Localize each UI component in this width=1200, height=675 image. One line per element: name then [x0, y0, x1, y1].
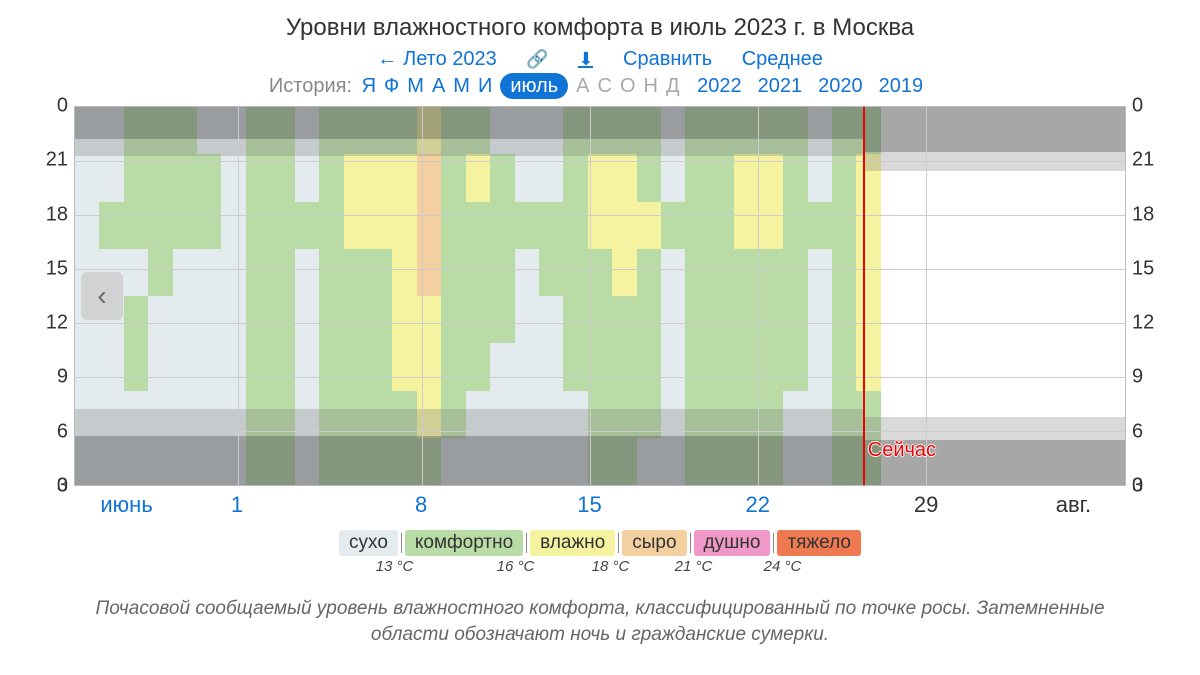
legend-swatch-2: влажно [530, 530, 615, 556]
y-tick: 9 [20, 366, 68, 389]
x-tick[interactable]: июнь [100, 492, 152, 518]
legend-temp: 21 °C [675, 558, 713, 575]
compare-link[interactable]: Сравнить [623, 48, 712, 70]
legend-temperatures: 13 °C 16 °C 18 °C 21 °C 24 °C [20, 558, 1180, 578]
chart-plot-area: Сейчас ‹ [74, 106, 1126, 486]
history-label: История: [269, 75, 352, 97]
legend-swatch-4: душно [694, 530, 771, 556]
history-year-2020[interactable]: 2020 [818, 75, 863, 97]
chart-caption: Почасовой сообщаемый уровень влажностног… [80, 596, 1120, 647]
legend-swatch-5: тяжело [777, 530, 861, 556]
y-axis-left: 0211815129630 [20, 106, 68, 486]
chart-prev-chevron-icon[interactable]: ‹ [81, 272, 123, 320]
permalink-icon[interactable] [526, 48, 548, 70]
history-month-7[interactable]: А [576, 75, 589, 97]
x-tick[interactable]: 1 [231, 492, 243, 518]
legend-temp: 18 °C [592, 558, 630, 575]
x-tick: 29 [914, 492, 938, 518]
y-tick: 0 [1132, 475, 1180, 498]
legend: сухо комфортно влажно сыро душнотяжело [20, 530, 1180, 556]
y-tick: 21 [1132, 149, 1180, 172]
y-tick: 6 [20, 420, 68, 443]
history-month-2[interactable]: М [407, 75, 424, 97]
y-tick: 0 [20, 475, 68, 498]
legend-swatch-0: сухо [339, 530, 398, 556]
now-label: Сейчас [868, 439, 936, 462]
x-tick[interactable]: 8 [415, 492, 427, 518]
history-year-2022[interactable]: 2022 [697, 75, 742, 97]
x-tick[interactable]: 22 [746, 492, 770, 518]
history-year-2019[interactable]: 2019 [879, 75, 924, 97]
history-month-8[interactable]: С [598, 75, 612, 97]
y-tick: 18 [1132, 203, 1180, 226]
x-tick[interactable]: 15 [577, 492, 601, 518]
average-link[interactable]: Среднее [742, 48, 823, 70]
legend-swatch-1: комфортно [405, 530, 523, 556]
y-tick: 9 [1132, 366, 1180, 389]
y-tick: 12 [20, 311, 68, 334]
y-tick: 0 [1132, 95, 1180, 118]
history-month-3[interactable]: А [432, 75, 445, 97]
y-axis-right: 0211815129630 [1132, 106, 1180, 486]
legend-temp: 13 °C [376, 558, 414, 575]
history-month-5[interactable]: И [478, 75, 492, 97]
humidity-chart: 0211815129630 0211815129630 Сейчас ‹ [20, 106, 1180, 486]
history-year-2021[interactable]: 2021 [758, 75, 803, 97]
y-tick: 15 [1132, 258, 1180, 281]
history-month-11[interactable]: Д [666, 75, 680, 97]
page-title: Уровни влажностного комфорта в июль 2023… [20, 14, 1180, 42]
history-month-4[interactable]: М [453, 75, 470, 97]
now-line [863, 107, 865, 485]
y-tick: 12 [1132, 311, 1180, 334]
history-month-6[interactable]: июль [500, 73, 568, 99]
x-axis: июнь 1 8 15 22 29 авг. [74, 492, 1126, 520]
history-month-1[interactable]: Ф [384, 75, 399, 97]
history-month-10[interactable]: Н [644, 75, 658, 97]
download-icon[interactable] [578, 48, 593, 70]
y-tick: 0 [20, 95, 68, 118]
history-month-0[interactable]: Я [362, 75, 376, 97]
x-tick: авг. [1056, 492, 1091, 518]
history-month-9[interactable]: О [620, 75, 636, 97]
y-tick: 21 [20, 149, 68, 172]
legend-swatch-3: сыро [622, 530, 686, 556]
y-tick: 15 [20, 258, 68, 281]
legend-temp: 24 °C [764, 558, 802, 575]
y-tick: 18 [20, 203, 68, 226]
y-tick: 6 [1132, 420, 1180, 443]
history-nav: История: ЯФМАМИиюльАСОНД 202220212020201… [20, 75, 1180, 98]
prev-period-link[interactable]: Лето 2023 [377, 48, 497, 70]
legend-temp: 16 °C [497, 558, 535, 575]
toolbar: Лето 2023 Сравнить Среднее [20, 48, 1180, 71]
